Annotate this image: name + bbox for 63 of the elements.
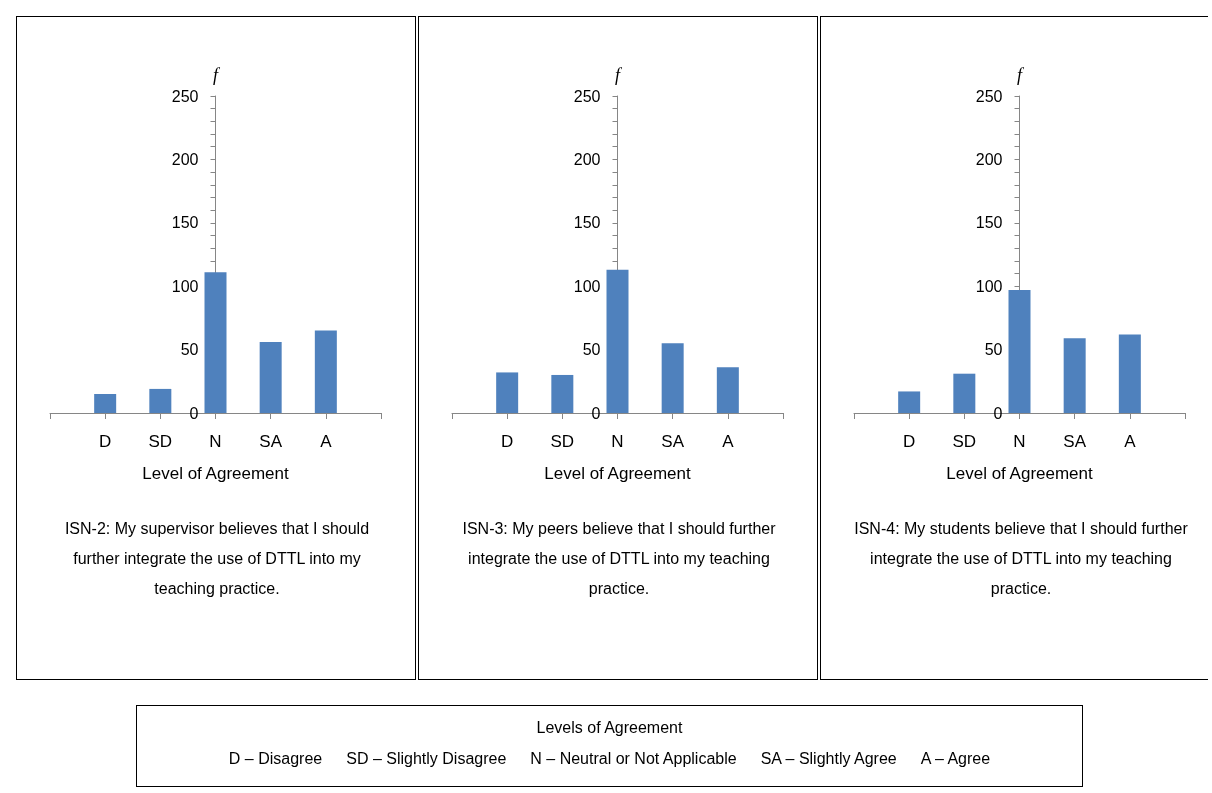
x-tick-label: SD <box>952 432 977 451</box>
x-tick-label: A <box>1124 432 1137 451</box>
x-axis-title: Level of Agreement <box>142 464 290 483</box>
bar <box>661 343 684 413</box>
y-tick-label: 100 <box>171 277 199 295</box>
x-tick-label: SD <box>148 432 173 451</box>
x-tick-label: SA <box>1063 432 1087 451</box>
bar <box>259 341 282 413</box>
text: A – Agree <box>920 750 991 768</box>
x-tick-label: D <box>99 432 112 451</box>
y-tick-label: 50 <box>984 341 1003 359</box>
bar <box>496 372 519 413</box>
text: D – Disagree <box>228 750 323 768</box>
y-axis-title: f <box>1016 65 1025 85</box>
x-tick-label: SA <box>259 432 283 451</box>
y-tick-label: 0 <box>591 404 601 422</box>
y-tick-label: 200 <box>171 150 199 168</box>
y-tick-label: 150 <box>573 214 601 232</box>
y-tick-label: 100 <box>975 277 1003 295</box>
y-tick-label: 200 <box>573 150 601 168</box>
y-tick-label: 250 <box>975 87 1003 105</box>
bar <box>149 388 172 413</box>
text: SD – Slightly Disagree <box>346 750 507 768</box>
text: SA – Slightly Agree <box>760 750 897 768</box>
y-axis-title: f <box>614 65 623 85</box>
x-tick-label: A <box>320 432 333 451</box>
x-tick-label: D <box>903 432 916 451</box>
bar <box>551 374 574 413</box>
y-tick-label: 150 <box>975 214 1003 232</box>
y-axis-title: f <box>212 65 221 85</box>
x-tick-label: D <box>501 432 514 451</box>
bar <box>204 272 227 413</box>
text: ISN-3: My peers believe that I should further integrate the use of DTTL into my teaching practice. <box>461 519 777 599</box>
text: Levels of Agreement <box>535 719 684 737</box>
y-tick-label: 0 <box>189 404 199 422</box>
y-tick-label: 250 <box>573 87 601 105</box>
bar <box>716 367 739 413</box>
y-tick-label: 100 <box>573 277 601 295</box>
bar <box>314 330 337 413</box>
x-tick-label: A <box>722 432 735 451</box>
y-tick-label: 250 <box>171 87 199 105</box>
y-tick-label: 50 <box>180 341 199 359</box>
text: ISN-2: My supervisor believes that I should further integrate the use of DTTL into my teaching practice. <box>63 519 371 599</box>
text: ISN-4: My students believe that I should further integrate the use of DTTL into my teaching practice. <box>853 519 1189 599</box>
bar <box>898 391 921 413</box>
bar <box>606 269 629 413</box>
y-tick-label: 150 <box>171 214 199 232</box>
bar <box>94 393 117 413</box>
y-tick-label: 0 <box>993 404 1003 422</box>
text: N – Neutral or Not Applicable <box>530 750 737 768</box>
bar <box>953 373 976 413</box>
x-tick-label: N <box>209 432 222 451</box>
x-tick-label: N <box>1013 432 1026 451</box>
bar <box>1118 334 1141 413</box>
bar <box>1008 290 1031 413</box>
x-axis-title: Level of Agreement <box>946 464 1094 483</box>
x-axis-title: Level of Agreement <box>544 464 692 483</box>
y-tick-label: 50 <box>582 341 601 359</box>
y-tick-label: 200 <box>975 150 1003 168</box>
bar <box>1063 338 1086 413</box>
x-tick-label: SA <box>661 432 685 451</box>
x-tick-label: SD <box>550 432 575 451</box>
x-tick-label: N <box>611 432 624 451</box>
